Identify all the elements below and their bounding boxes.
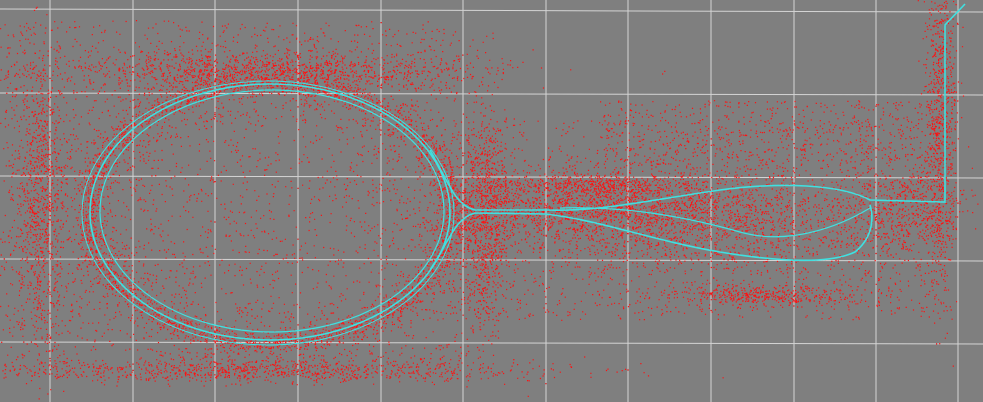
- trajectory-loop: [89, 83, 451, 341]
- trajectory-path: [429, 3, 966, 212]
- grid-line: [0, 175, 983, 179]
- grid-line: [0, 341, 983, 345]
- grid-line: [0, 8, 983, 13]
- trajectory: [81, 3, 966, 346]
- grid-line: [0, 258, 983, 262]
- trajectory-loop: [81, 80, 455, 346]
- trajectory-path: [429, 204, 873, 271]
- trajectory-loop: [99, 89, 445, 333]
- grid-line: [0, 92, 983, 96]
- trajectory-path: [559, 207, 871, 238]
